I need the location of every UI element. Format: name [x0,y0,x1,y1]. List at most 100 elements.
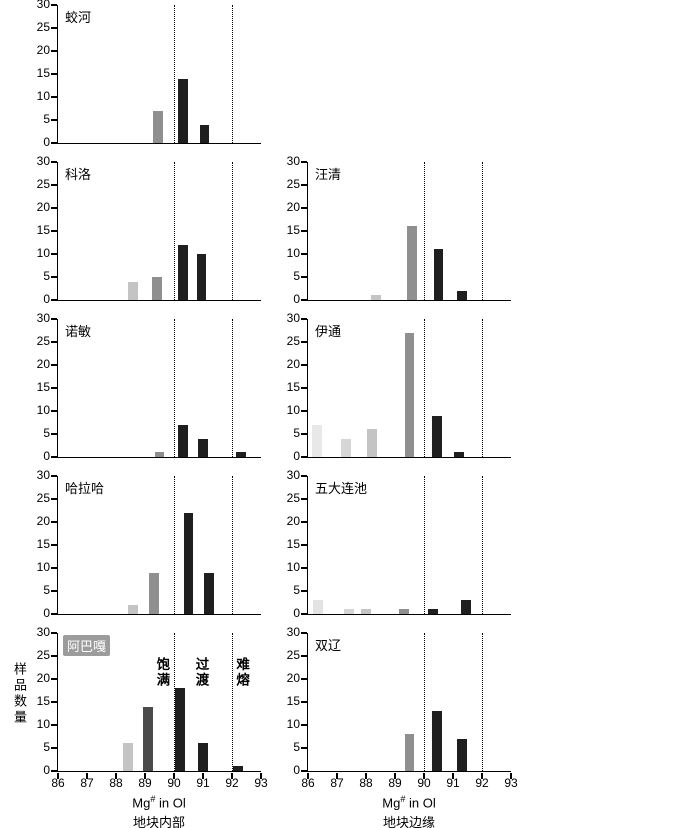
histogram-bar [235,452,246,457]
y-tick-label: 10 [286,403,300,417]
y-tick-label: 5 [293,740,300,754]
histogram-bar [404,332,415,457]
y-tick-label: 15 [36,380,50,394]
reference-line-90 [174,162,175,300]
x-tick-label: 88 [109,776,123,790]
panel-title: 哈拉哈 [65,481,105,496]
zone-label: 难熔 [234,657,250,688]
x-tick-label: 91 [446,776,460,790]
y-tick [51,299,57,301]
histogram-bar [198,438,208,457]
y-tick [301,230,307,232]
x-tick-label: 91 [196,776,210,790]
y-tick [51,498,57,500]
y-tick [51,73,57,75]
y-tick-label: 15 [36,66,50,80]
y-tick-label: 20 [286,200,300,214]
y-tick [51,318,57,320]
x-axis-label-sup: # [400,794,406,804]
y-tick-label: 25 [36,648,50,662]
y-tick [301,433,307,435]
y-tick-label: 30 [36,0,50,11]
panel-title: 汪清 [315,167,342,182]
reference-line-90 [424,319,425,457]
y-tick-label: 5 [293,426,300,440]
histogram-bar [198,743,208,771]
reference-line-92 [232,319,233,457]
y-tick [301,632,307,634]
histogram-bar [456,290,467,300]
left-column-caption: 地块内部 [132,815,185,828]
y-tick-label: 15 [286,537,300,551]
y-tick-label: 15 [36,694,50,708]
x-axis-label-left: Mg# in Ol [89,794,229,810]
reference-line-90 [424,476,425,614]
y-tick [51,747,57,749]
y-tick [301,544,307,546]
y-tick [51,678,57,680]
x-tick-label: 89 [388,776,402,790]
y-tick-label: 5 [43,426,50,440]
y-tick [301,299,307,301]
y-tick-label: 20 [36,200,50,214]
y-tick [51,724,57,726]
x-tick [394,773,396,779]
y-tick-label: 15 [36,223,50,237]
x-tick-label: 89 [138,776,152,790]
x-tick [510,773,512,779]
y-tick [51,276,57,278]
reference-line-92 [232,476,233,614]
x-tick [231,773,233,779]
panel-title: 阿巴嘎 [63,635,111,656]
histogram-bar [427,609,438,614]
y-tick-label: 25 [286,334,300,348]
y-tick-label: 10 [36,403,50,417]
y-tick [51,475,57,477]
y-tick [51,613,57,615]
x-tick-label: 88 [359,776,373,790]
x-axis-label-text: Mg [132,795,151,811]
panel-halaha: 0 5 10 15 20 25 30 哈拉哈 [37,469,261,620]
histogram-bar [177,424,188,457]
y-tick-label: 20 [36,43,50,57]
y-tick-label: 15 [286,694,300,708]
histogram-bar [199,124,210,143]
histogram-bar [404,734,415,771]
y-tick-label: 20 [36,671,50,685]
y-tick [51,433,57,435]
x-axis-label-text: in Ol [155,795,186,811]
y-tick-label: 20 [286,357,300,371]
y-tick-label: 0 [43,606,50,620]
panel-title: 诺敏 [65,324,92,339]
y-tick-label: 20 [286,514,300,528]
reference-line-92 [232,633,233,771]
histogram-bar [433,249,444,300]
y-tick-label: 15 [286,380,300,394]
y-axis-label: 样品数量 [12,662,27,726]
x-tick-label: 92 [225,776,239,790]
y-tick [51,701,57,703]
histogram-bar [177,244,188,300]
y-tick-label: 0 [293,763,300,777]
y-tick-label: 10 [286,560,300,574]
y-tick [301,655,307,657]
x-tick-label: 86 [51,776,65,790]
histogram-bar [456,738,467,771]
reference-line-92 [482,162,483,300]
y-tick [51,590,57,592]
y-tick-label: 5 [293,583,300,597]
y-tick [301,613,307,615]
histogram-bar [398,609,409,614]
y-tick [51,341,57,343]
y-tick [301,521,307,523]
y-tick [51,50,57,52]
y-tick [301,364,307,366]
y-tick-label: 30 [286,468,300,482]
y-tick [51,4,57,6]
y-tick-label: 30 [36,311,50,325]
y-tick-label: 25 [286,491,300,505]
histogram-bar [128,604,139,614]
y-tick-label: 10 [36,717,50,731]
histogram-bar [432,415,442,457]
reference-line-90 [174,633,175,771]
